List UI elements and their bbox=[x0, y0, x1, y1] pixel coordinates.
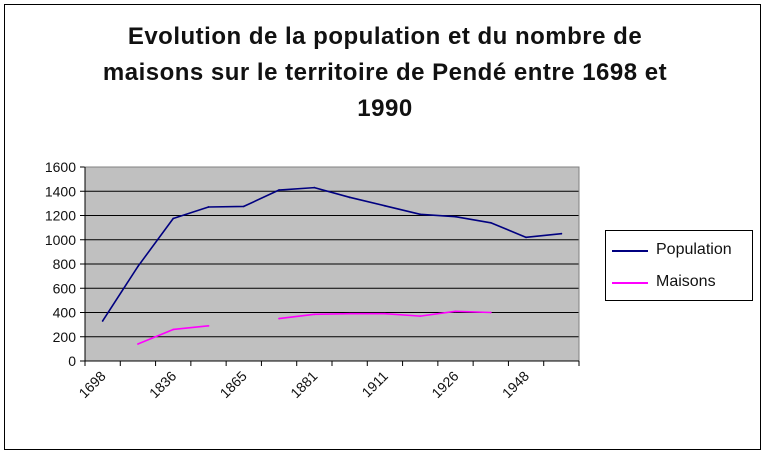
y-tick-label-200: 200 bbox=[53, 329, 77, 345]
x-tick-label-1926: 1926 bbox=[428, 368, 461, 401]
x-tick-label-1698: 1698 bbox=[75, 368, 108, 401]
legend-label-maisons: Maisons bbox=[656, 273, 716, 290]
legend: Population Maisons bbox=[605, 230, 753, 301]
x-tick-label-1836: 1836 bbox=[146, 368, 179, 401]
x-tick-label-1911: 1911 bbox=[358, 368, 391, 401]
y-tick-label-1000: 1000 bbox=[45, 232, 76, 248]
series-line-maisons-1 bbox=[278, 310, 491, 320]
chart-plot: 0 200 400 600 800 1000 1200 1400 1600 1698 1836 186… bbox=[45, 159, 580, 401]
y-tick-label-1400: 1400 bbox=[45, 183, 76, 199]
chart-title-line-2: maisons sur le territoire de Pendé entre… bbox=[102, 59, 668, 86]
chart-frame: Evolution de la population et du nombre … bbox=[4, 4, 761, 450]
y-tick-label-1600: 1600 bbox=[45, 159, 76, 175]
x-tick-label-1865: 1865 bbox=[217, 368, 250, 401]
legend-label-population: Population bbox=[656, 241, 732, 258]
y-tick-label-1200: 1200 bbox=[45, 208, 76, 224]
chart-title-line-3: 1990 bbox=[357, 95, 413, 122]
y-tick-label-0: 0 bbox=[68, 353, 76, 369]
legend-swatch-maisons bbox=[612, 282, 648, 284]
legend-entry-population: Population bbox=[612, 241, 752, 261]
legend-swatch-population bbox=[612, 250, 648, 252]
series-line-maisons-0 bbox=[137, 325, 209, 345]
y-tick-label-400: 400 bbox=[53, 305, 77, 321]
y-tick-label-800: 800 bbox=[53, 256, 77, 272]
x-tick-label-1881: 1881 bbox=[287, 368, 320, 401]
chart-title-line-1: Evolution de la population et du nombre … bbox=[127, 23, 643, 50]
x-tick-label-1948: 1948 bbox=[499, 368, 532, 401]
legend-entry-maisons: Maisons bbox=[612, 273, 752, 293]
y-tick-label-600: 600 bbox=[53, 280, 77, 296]
series-line-population-0 bbox=[101, 186, 562, 322]
